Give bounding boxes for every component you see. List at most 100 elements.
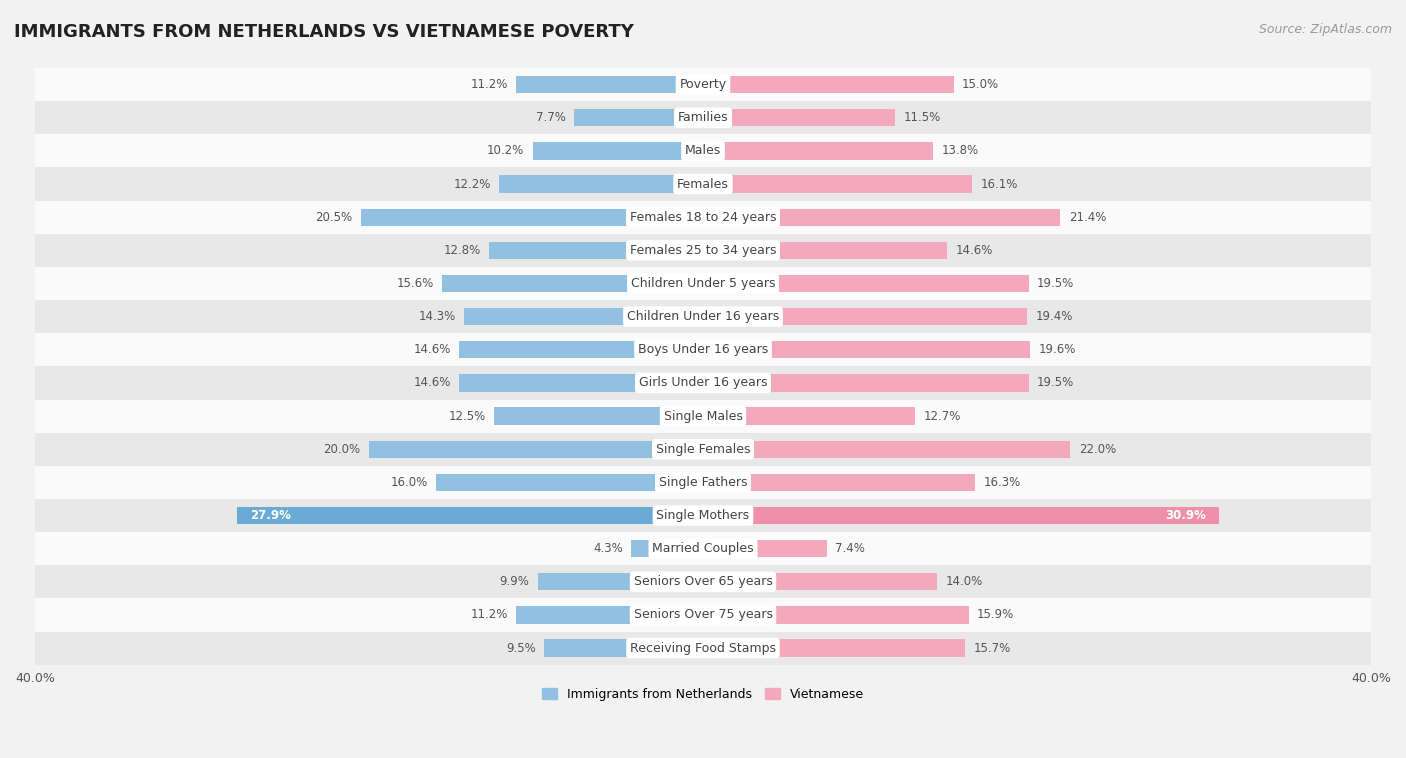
Text: 30.9%: 30.9% bbox=[1164, 509, 1206, 522]
Text: 19.6%: 19.6% bbox=[1039, 343, 1076, 356]
Bar bbox=[703, 374, 1029, 392]
Bar bbox=[631, 540, 703, 557]
Text: Children Under 5 years: Children Under 5 years bbox=[631, 277, 775, 290]
Text: 12.2%: 12.2% bbox=[454, 177, 491, 190]
Text: 11.5%: 11.5% bbox=[904, 111, 941, 124]
Text: 13.8%: 13.8% bbox=[942, 145, 979, 158]
Bar bbox=[368, 440, 703, 458]
Bar bbox=[35, 631, 1371, 665]
Text: 19.5%: 19.5% bbox=[1038, 277, 1074, 290]
Text: 16.3%: 16.3% bbox=[984, 476, 1021, 489]
Text: 7.4%: 7.4% bbox=[835, 542, 865, 555]
Bar bbox=[703, 540, 827, 557]
Bar bbox=[35, 532, 1371, 565]
Bar bbox=[35, 267, 1371, 300]
Bar bbox=[703, 408, 915, 424]
Bar bbox=[35, 565, 1371, 598]
Bar bbox=[703, 275, 1029, 292]
Text: Females: Females bbox=[678, 177, 728, 190]
Bar bbox=[464, 308, 703, 325]
Text: 9.9%: 9.9% bbox=[499, 575, 529, 588]
Bar bbox=[460, 374, 703, 392]
Text: Married Couples: Married Couples bbox=[652, 542, 754, 555]
Text: Receiving Food Stamps: Receiving Food Stamps bbox=[630, 641, 776, 655]
Bar bbox=[238, 507, 703, 524]
Bar bbox=[35, 102, 1371, 134]
Bar bbox=[544, 640, 703, 656]
Bar bbox=[516, 76, 703, 93]
Bar bbox=[537, 573, 703, 590]
Text: Single Females: Single Females bbox=[655, 443, 751, 456]
Text: Girls Under 16 years: Girls Under 16 years bbox=[638, 377, 768, 390]
Bar bbox=[35, 168, 1371, 201]
Text: 19.5%: 19.5% bbox=[1038, 377, 1074, 390]
Text: 16.1%: 16.1% bbox=[980, 177, 1018, 190]
Bar bbox=[703, 175, 972, 193]
Bar bbox=[703, 341, 1031, 359]
Text: 27.9%: 27.9% bbox=[250, 509, 291, 522]
Bar bbox=[360, 208, 703, 226]
Bar bbox=[35, 233, 1371, 267]
Bar bbox=[703, 474, 976, 491]
Bar bbox=[703, 606, 969, 624]
Bar bbox=[703, 109, 896, 127]
Bar bbox=[460, 341, 703, 359]
Text: 10.2%: 10.2% bbox=[486, 145, 524, 158]
Text: 19.4%: 19.4% bbox=[1035, 310, 1073, 323]
Text: Single Mothers: Single Mothers bbox=[657, 509, 749, 522]
Text: Seniors Over 75 years: Seniors Over 75 years bbox=[634, 609, 772, 622]
Text: 4.3%: 4.3% bbox=[593, 542, 623, 555]
Text: 14.0%: 14.0% bbox=[945, 575, 983, 588]
Text: 7.7%: 7.7% bbox=[536, 111, 567, 124]
Bar bbox=[703, 76, 953, 93]
Text: 20.0%: 20.0% bbox=[323, 443, 360, 456]
Bar bbox=[35, 68, 1371, 102]
Bar bbox=[35, 598, 1371, 631]
Bar bbox=[35, 399, 1371, 433]
Bar bbox=[533, 143, 703, 159]
Text: 12.7%: 12.7% bbox=[924, 409, 960, 422]
Text: 15.9%: 15.9% bbox=[977, 609, 1014, 622]
Text: 15.7%: 15.7% bbox=[973, 641, 1011, 655]
Bar bbox=[703, 143, 934, 159]
Bar bbox=[35, 366, 1371, 399]
Text: Boys Under 16 years: Boys Under 16 years bbox=[638, 343, 768, 356]
Text: Families: Families bbox=[678, 111, 728, 124]
Text: 20.5%: 20.5% bbox=[315, 211, 353, 224]
Text: 11.2%: 11.2% bbox=[470, 609, 508, 622]
Bar bbox=[703, 507, 1219, 524]
Text: Males: Males bbox=[685, 145, 721, 158]
Text: 16.0%: 16.0% bbox=[391, 476, 427, 489]
Text: 14.6%: 14.6% bbox=[413, 343, 451, 356]
Text: 15.0%: 15.0% bbox=[962, 78, 1000, 91]
Text: Single Fathers: Single Fathers bbox=[659, 476, 747, 489]
Bar bbox=[35, 466, 1371, 499]
Text: 9.5%: 9.5% bbox=[506, 641, 536, 655]
Text: Females 25 to 34 years: Females 25 to 34 years bbox=[630, 244, 776, 257]
Bar bbox=[516, 606, 703, 624]
Text: 21.4%: 21.4% bbox=[1069, 211, 1107, 224]
Bar bbox=[703, 573, 936, 590]
Text: Source: ZipAtlas.com: Source: ZipAtlas.com bbox=[1258, 23, 1392, 36]
Text: Seniors Over 65 years: Seniors Over 65 years bbox=[634, 575, 772, 588]
Bar bbox=[703, 208, 1060, 226]
Text: Children Under 16 years: Children Under 16 years bbox=[627, 310, 779, 323]
Text: 14.6%: 14.6% bbox=[955, 244, 993, 257]
Bar bbox=[436, 474, 703, 491]
Text: 14.6%: 14.6% bbox=[413, 377, 451, 390]
Text: 11.2%: 11.2% bbox=[470, 78, 508, 91]
Text: 14.3%: 14.3% bbox=[419, 310, 456, 323]
Bar bbox=[703, 640, 965, 656]
Text: Females 18 to 24 years: Females 18 to 24 years bbox=[630, 211, 776, 224]
Text: Single Males: Single Males bbox=[664, 409, 742, 422]
Bar bbox=[499, 175, 703, 193]
Bar bbox=[575, 109, 703, 127]
Bar bbox=[35, 433, 1371, 466]
Bar bbox=[443, 275, 703, 292]
Text: IMMIGRANTS FROM NETHERLANDS VS VIETNAMESE POVERTY: IMMIGRANTS FROM NETHERLANDS VS VIETNAMES… bbox=[14, 23, 634, 41]
Bar bbox=[703, 242, 946, 259]
Text: Poverty: Poverty bbox=[679, 78, 727, 91]
Bar bbox=[35, 201, 1371, 233]
Bar bbox=[703, 440, 1070, 458]
Bar bbox=[703, 308, 1026, 325]
